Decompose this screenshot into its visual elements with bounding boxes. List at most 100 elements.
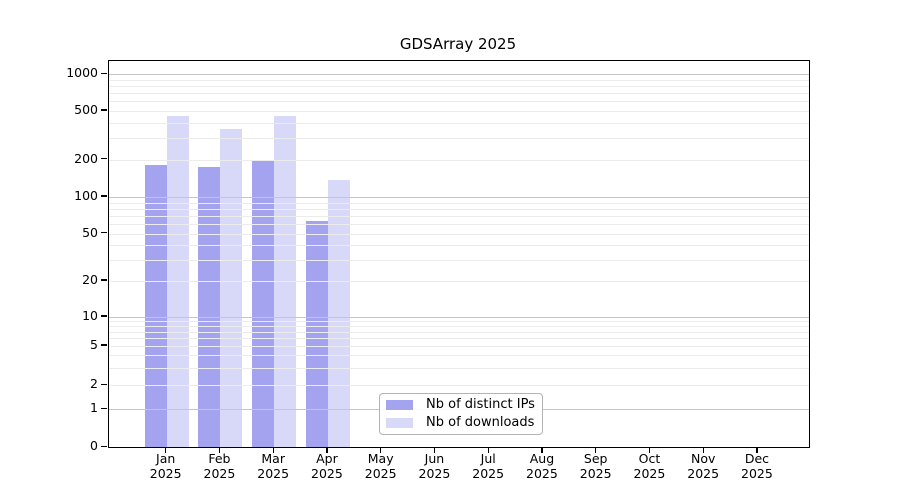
legend-swatch-downloads — [386, 418, 413, 428]
bar-feb-distinct-ips — [198, 166, 221, 447]
gridline-minor — [109, 245, 809, 247]
y-tick-mark — [101, 344, 107, 346]
y-tick-label: 20 — [82, 271, 98, 287]
x-tick-month: Mar — [261, 451, 285, 466]
gridline-major — [109, 74, 809, 76]
gridline-minor — [109, 260, 809, 262]
x-tick-label-feb: Feb 2025 — [192, 451, 246, 481]
legend-label-downloads: Nb of downloads — [426, 415, 535, 430]
gridline-minor — [109, 280, 809, 282]
x-tick-year: 2025 — [311, 466, 343, 481]
gridline-minor — [109, 79, 809, 81]
x-tick-label-nov: Nov 2025 — [676, 451, 730, 481]
x-tick-year: 2025 — [741, 466, 773, 481]
gridline-minor — [109, 86, 809, 88]
legend-swatch-distinct-ips — [386, 400, 413, 410]
x-tick-month: Apr — [316, 451, 338, 466]
gridline-major — [109, 196, 809, 198]
x-tick-year: 2025 — [364, 466, 397, 481]
x-tick-mark — [702, 447, 704, 453]
y-tick-label: 2 — [90, 376, 98, 391]
gridline-minor — [109, 338, 809, 340]
gridline-minor — [109, 345, 809, 347]
gridline-minor — [109, 202, 809, 204]
x-tick-mark — [272, 447, 274, 453]
x-tick-month: Nov — [690, 451, 716, 466]
gridline-minor — [109, 159, 809, 161]
x-tick-month: Jul — [480, 451, 496, 466]
y-tick-mark — [101, 158, 107, 160]
y-tick-label: 100 — [74, 187, 98, 203]
x-tick-year: 2025 — [472, 466, 505, 481]
y-tick-mark — [101, 109, 107, 111]
x-tick-mark — [433, 447, 436, 453]
y-tick-mark — [101, 315, 107, 317]
bar-apr-distinct-ips — [305, 220, 328, 447]
x-tick-year: 2025 — [418, 466, 451, 481]
chart-title: GDSArray 2025 — [399, 35, 517, 53]
y-tick-label: 500 — [74, 101, 98, 117]
x-tick-month: Dec — [744, 451, 770, 466]
legend: Nb of distinct IPs Nb of downloads — [379, 393, 543, 435]
gridline-minor — [109, 138, 809, 140]
x-tick-month: Oct — [638, 451, 661, 466]
x-tick-label-sep: Sep 2025 — [569, 451, 623, 481]
x-tick-month: May — [367, 451, 394, 466]
x-tick-year: 2025 — [257, 466, 290, 481]
x-tick-label-jul: Jul 2025 — [461, 451, 515, 481]
x-tick-mark — [595, 447, 597, 453]
x-tick-mark — [541, 447, 543, 453]
x-tick-mark — [487, 447, 489, 453]
x-tick-year: 2025 — [149, 466, 182, 481]
x-tick-year: 2025 — [687, 466, 720, 481]
x-tick-month: Jan — [156, 451, 176, 466]
bar-feb-downloads — [220, 129, 243, 447]
gridline-minor — [109, 122, 809, 124]
y-tick-mark — [101, 195, 107, 197]
y-tick-mark — [101, 407, 107, 409]
y-tick-label: 50 — [82, 224, 98, 240]
x-tick-mark — [218, 447, 221, 453]
gridline-minor — [109, 110, 809, 112]
y-tick-label: 5 — [90, 336, 98, 352]
gridline-minor — [109, 224, 809, 226]
gridline-minor — [109, 101, 809, 103]
x-tick-year: 2025 — [203, 466, 236, 481]
x-tick-mark — [380, 447, 382, 453]
x-tick-label-aug: Aug 2025 — [515, 451, 569, 481]
bar-mar-distinct-ips — [252, 159, 275, 447]
gridline-minor — [109, 233, 809, 235]
legend-item-downloads: Nb of downloads — [386, 414, 538, 432]
y-tick-mark — [101, 445, 107, 447]
bar-apr-downloads — [327, 179, 350, 447]
gridline-minor — [109, 385, 809, 386]
gridline-minor — [109, 326, 809, 328]
y-tick-mark — [101, 72, 107, 75]
y-tick-mark — [101, 383, 107, 385]
x-tick-month: Aug — [529, 451, 555, 466]
x-tick-mark — [165, 447, 167, 453]
gridline-minor — [109, 321, 809, 323]
x-tick-label-oct: Oct 2025 — [622, 451, 676, 481]
x-tick-mark — [326, 447, 328, 453]
gridline-minor — [109, 355, 809, 357]
x-tick-year: 2025 — [633, 466, 666, 481]
gridline-minor — [109, 208, 809, 210]
x-tick-label-may: May 2025 — [354, 451, 408, 481]
y-tick-label: 1000 — [66, 65, 98, 81]
gridline-minor — [109, 331, 809, 333]
gridline-minor — [109, 215, 809, 217]
legend-item-distinct-ips: Nb of distinct IPs — [386, 396, 538, 414]
x-tick-label-mar: Mar 2025 — [246, 451, 300, 481]
bar-jan-distinct-ips — [144, 165, 167, 447]
x-tick-label-jun: Jun 2025 — [407, 451, 461, 481]
x-tick-label-apr: Apr 2025 — [300, 451, 354, 481]
y-tick-label: 1 — [90, 400, 98, 416]
y-tick-mark — [101, 232, 107, 234]
plot-area — [108, 60, 810, 448]
x-tick-mark — [756, 447, 758, 453]
x-tick-label-jan: Jan 2025 — [139, 451, 193, 481]
x-tick-month: Sep — [583, 451, 608, 466]
y-tick-label: 0 — [90, 438, 98, 453]
